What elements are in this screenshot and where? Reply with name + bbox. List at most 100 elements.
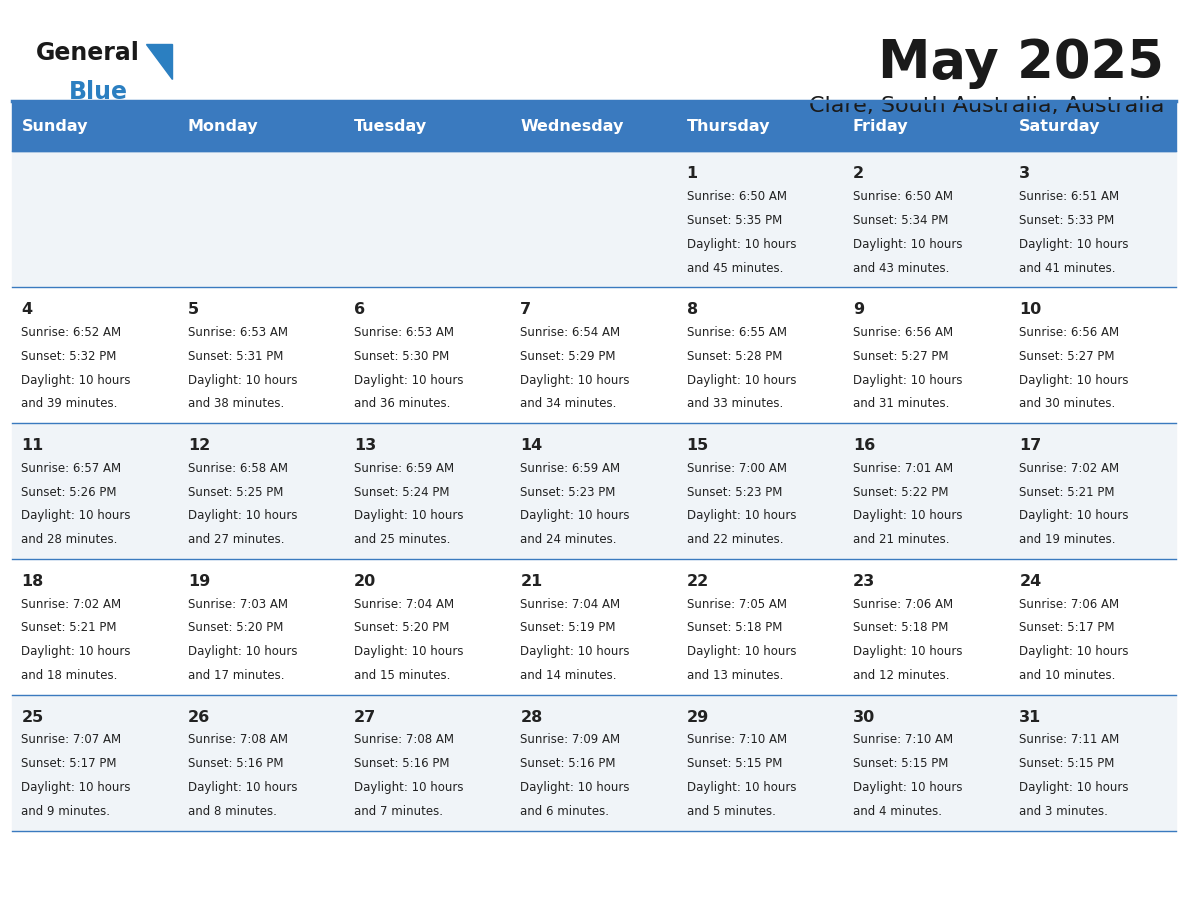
Text: Daylight: 10 hours: Daylight: 10 hours [853,781,962,794]
Text: Sunrise: 7:02 AM: Sunrise: 7:02 AM [21,598,121,610]
Text: Daylight: 10 hours: Daylight: 10 hours [188,509,297,522]
Text: Sunset: 5:30 PM: Sunset: 5:30 PM [354,350,449,363]
Text: Sunset: 5:20 PM: Sunset: 5:20 PM [188,621,283,634]
Text: Sunset: 5:15 PM: Sunset: 5:15 PM [687,757,782,770]
Text: 26: 26 [188,710,210,724]
Text: and 10 minutes.: and 10 minutes. [1019,669,1116,682]
Text: Sunset: 5:19 PM: Sunset: 5:19 PM [520,621,615,634]
Text: Sunset: 5:31 PM: Sunset: 5:31 PM [188,350,283,363]
Text: Sunset: 5:21 PM: Sunset: 5:21 PM [21,621,116,634]
Text: 8: 8 [687,302,697,317]
Text: Sunset: 5:27 PM: Sunset: 5:27 PM [853,350,948,363]
Text: and 12 minutes.: and 12 minutes. [853,669,949,682]
Text: Sunset: 5:22 PM: Sunset: 5:22 PM [853,486,948,498]
Text: Sunset: 5:16 PM: Sunset: 5:16 PM [188,757,283,770]
Text: Sunrise: 6:59 AM: Sunrise: 6:59 AM [520,462,620,475]
Text: Sunrise: 7:09 AM: Sunrise: 7:09 AM [520,733,620,746]
Text: Sunrise: 6:50 AM: Sunrise: 6:50 AM [853,190,953,203]
Text: and 8 minutes.: and 8 minutes. [188,805,277,818]
Text: Daylight: 10 hours: Daylight: 10 hours [1019,374,1129,386]
Text: Sunrise: 7:04 AM: Sunrise: 7:04 AM [520,598,620,610]
Text: Daylight: 10 hours: Daylight: 10 hours [520,374,630,386]
Text: 31: 31 [1019,710,1042,724]
Text: 27: 27 [354,710,377,724]
Text: Sunrise: 6:55 AM: Sunrise: 6:55 AM [687,326,786,339]
Text: Daylight: 10 hours: Daylight: 10 hours [687,374,796,386]
Text: Daylight: 10 hours: Daylight: 10 hours [21,374,131,386]
Text: 6: 6 [354,302,365,317]
Text: Sunset: 5:21 PM: Sunset: 5:21 PM [1019,486,1114,498]
Text: Daylight: 10 hours: Daylight: 10 hours [21,645,131,658]
Bar [12,151,1176,287]
Text: and 41 minutes.: and 41 minutes. [1019,262,1116,274]
Text: Daylight: 10 hours: Daylight: 10 hours [853,509,962,522]
Text: and 4 minutes.: and 4 minutes. [853,805,942,818]
Text: Sunrise: 7:02 AM: Sunrise: 7:02 AM [1019,462,1119,475]
Bar [12,559,1176,695]
Text: Sunset: 5:26 PM: Sunset: 5:26 PM [21,486,116,498]
Text: Sunset: 5:23 PM: Sunset: 5:23 PM [520,486,615,498]
Text: Daylight: 10 hours: Daylight: 10 hours [687,238,796,251]
Text: and 28 minutes.: and 28 minutes. [21,533,118,546]
Text: 10: 10 [1019,302,1042,317]
Text: Sunrise: 7:06 AM: Sunrise: 7:06 AM [1019,598,1119,610]
Polygon shape [146,44,172,79]
Text: Sunday: Sunday [21,118,88,134]
Text: and 30 minutes.: and 30 minutes. [1019,397,1116,410]
Text: and 7 minutes.: and 7 minutes. [354,805,443,818]
Text: Daylight: 10 hours: Daylight: 10 hours [188,781,297,794]
Text: Daylight: 10 hours: Daylight: 10 hours [687,645,796,658]
Text: Daylight: 10 hours: Daylight: 10 hours [853,238,962,251]
Text: Sunrise: 7:06 AM: Sunrise: 7:06 AM [853,598,953,610]
Text: and 19 minutes.: and 19 minutes. [1019,533,1116,546]
Text: Sunset: 5:15 PM: Sunset: 5:15 PM [853,757,948,770]
Text: 14: 14 [520,438,543,453]
Text: Sunrise: 7:07 AM: Sunrise: 7:07 AM [21,733,121,746]
Text: Sunrise: 6:54 AM: Sunrise: 6:54 AM [520,326,620,339]
Text: 12: 12 [188,438,210,453]
Bar [12,423,1176,559]
Text: and 43 minutes.: and 43 minutes. [853,262,949,274]
Text: 1: 1 [687,166,697,181]
Text: and 31 minutes.: and 31 minutes. [853,397,949,410]
Text: Sunset: 5:17 PM: Sunset: 5:17 PM [21,757,116,770]
Text: 7: 7 [520,302,531,317]
Text: Daylight: 10 hours: Daylight: 10 hours [188,374,297,386]
Text: Sunset: 5:33 PM: Sunset: 5:33 PM [1019,214,1114,227]
Text: Sunrise: 6:56 AM: Sunrise: 6:56 AM [853,326,953,339]
Text: Daylight: 10 hours: Daylight: 10 hours [354,509,463,522]
Text: and 9 minutes.: and 9 minutes. [21,805,110,818]
Bar [12,287,1176,423]
Text: and 18 minutes.: and 18 minutes. [21,669,118,682]
Text: Daylight: 10 hours: Daylight: 10 hours [21,781,131,794]
Text: 4: 4 [21,302,32,317]
Text: Sunrise: 7:04 AM: Sunrise: 7:04 AM [354,598,454,610]
Text: and 25 minutes.: and 25 minutes. [354,533,450,546]
Text: Sunrise: 7:11 AM: Sunrise: 7:11 AM [1019,733,1119,746]
Text: Sunrise: 6:53 AM: Sunrise: 6:53 AM [354,326,454,339]
Text: Sunrise: 7:05 AM: Sunrise: 7:05 AM [687,598,786,610]
Text: Sunset: 5:25 PM: Sunset: 5:25 PM [188,486,283,498]
Text: Friday: Friday [853,118,909,134]
Text: 21: 21 [520,574,543,588]
Text: and 36 minutes.: and 36 minutes. [354,397,450,410]
Text: 11: 11 [21,438,44,453]
Text: 29: 29 [687,710,709,724]
Text: Sunset: 5:28 PM: Sunset: 5:28 PM [687,350,782,363]
Text: Daylight: 10 hours: Daylight: 10 hours [188,645,297,658]
Text: Daylight: 10 hours: Daylight: 10 hours [687,781,796,794]
Text: Sunset: 5:24 PM: Sunset: 5:24 PM [354,486,449,498]
Text: Sunset: 5:18 PM: Sunset: 5:18 PM [853,621,948,634]
Text: 3: 3 [1019,166,1030,181]
Text: and 13 minutes.: and 13 minutes. [687,669,783,682]
Text: 30: 30 [853,710,876,724]
Text: May 2025: May 2025 [878,37,1164,89]
Text: Sunset: 5:17 PM: Sunset: 5:17 PM [1019,621,1114,634]
Text: Clare, South Australia, Australia: Clare, South Australia, Australia [809,96,1164,117]
Text: and 6 minutes.: and 6 minutes. [520,805,609,818]
Text: and 15 minutes.: and 15 minutes. [354,669,450,682]
Bar [12,695,1176,831]
Text: Daylight: 10 hours: Daylight: 10 hours [1019,238,1129,251]
Text: Tuesday: Tuesday [354,118,428,134]
Text: 28: 28 [520,710,543,724]
